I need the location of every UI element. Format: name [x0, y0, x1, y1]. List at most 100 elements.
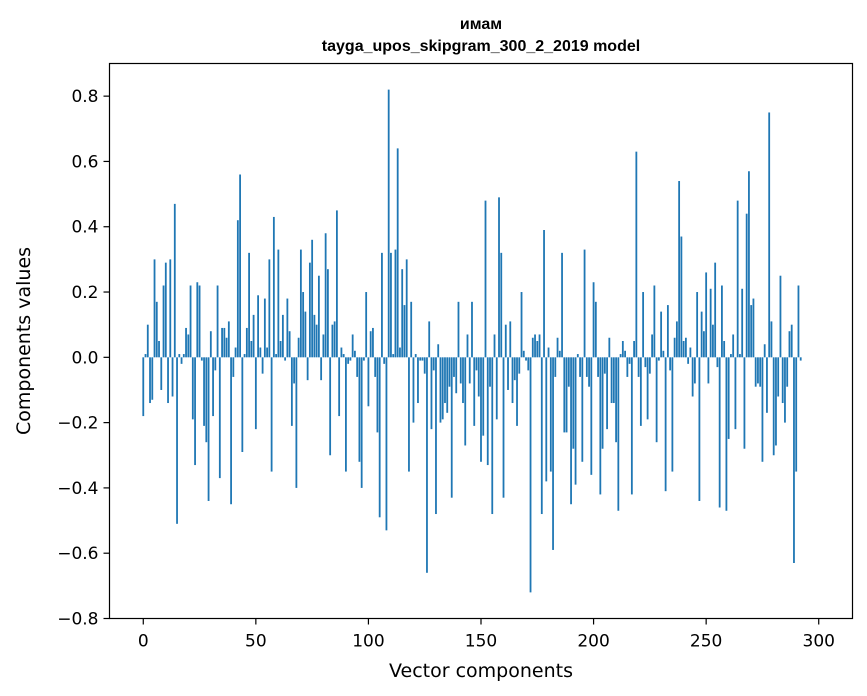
chart-subtitle: tayga_upos_skipgram_300_2_2019 model — [322, 38, 640, 55]
bar — [518, 357, 521, 374]
bar — [543, 230, 545, 358]
x-tick-label: 50 — [245, 632, 267, 652]
bar — [356, 357, 359, 377]
bar — [457, 301, 460, 358]
bar — [162, 285, 165, 358]
bar — [227, 321, 230, 358]
bar — [369, 331, 372, 358]
bar — [648, 357, 651, 374]
bar — [549, 357, 552, 472]
bar — [637, 357, 640, 377]
bar — [270, 357, 273, 472]
bar — [191, 357, 194, 420]
bar — [399, 347, 401, 358]
y-tick-label: −0.4 — [57, 479, 98, 499]
bar — [651, 334, 654, 358]
bar — [633, 341, 635, 358]
x-tick-label: 0 — [138, 632, 149, 652]
bar — [412, 357, 415, 423]
bar — [207, 357, 210, 501]
bar — [349, 357, 352, 361]
x-tick-label: 100 — [352, 632, 384, 652]
bar — [768, 112, 771, 358]
bar — [441, 357, 444, 420]
bar — [333, 321, 336, 358]
bar — [684, 337, 687, 358]
bar — [770, 321, 773, 358]
bar — [308, 262, 311, 358]
bar — [660, 311, 663, 358]
bar — [703, 331, 705, 358]
bar — [405, 259, 408, 358]
bar — [144, 354, 147, 358]
bar — [725, 357, 728, 511]
bar — [520, 292, 523, 358]
bar — [257, 295, 259, 358]
bar — [336, 210, 338, 358]
bar — [797, 285, 800, 358]
y-tick-label: −0.6 — [57, 544, 98, 564]
bar — [275, 354, 278, 358]
bar — [491, 357, 494, 515]
bar — [563, 357, 566, 433]
bar — [331, 324, 334, 358]
bar — [187, 334, 190, 358]
bar — [142, 357, 145, 417]
bar — [653, 285, 656, 358]
bar — [781, 357, 784, 404]
bar — [588, 357, 590, 387]
bar — [484, 200, 487, 358]
bar — [248, 252, 250, 358]
bar — [410, 301, 413, 358]
bar — [480, 357, 482, 462]
bar — [459, 357, 462, 384]
bar — [234, 347, 237, 358]
bar — [709, 288, 712, 358]
x-axis-label: Vector components — [389, 660, 573, 682]
bar — [205, 357, 208, 443]
bar — [644, 357, 647, 368]
bar — [666, 305, 669, 358]
bar — [608, 337, 611, 358]
bar — [723, 341, 726, 358]
bar — [793, 357, 795, 563]
bar — [572, 357, 575, 449]
bar — [299, 249, 302, 358]
bar — [671, 357, 674, 472]
bar — [250, 341, 253, 358]
bar — [721, 285, 723, 358]
bar — [221, 327, 223, 358]
bar — [642, 292, 645, 358]
bar — [712, 324, 714, 358]
bar — [387, 89, 390, 358]
bar — [772, 357, 775, 456]
bar — [245, 327, 248, 358]
bar — [617, 357, 620, 511]
bar — [761, 357, 764, 462]
bar — [590, 357, 593, 475]
bar — [664, 357, 667, 492]
bar — [545, 357, 548, 482]
bar — [417, 357, 419, 404]
bar — [223, 327, 226, 358]
bar — [759, 357, 762, 387]
bar — [473, 357, 476, 426]
bar — [374, 357, 377, 377]
bar — [471, 301, 473, 358]
bar — [304, 311, 307, 358]
bar — [372, 327, 374, 358]
bar — [408, 357, 410, 472]
y-axis-ticks: −0.8 −0.6 −0.4 −0.2 0.0 0.2 0.4 0.6 0.8 — [57, 87, 110, 630]
bar — [531, 337, 534, 358]
bar — [185, 327, 187, 358]
bar — [297, 337, 300, 358]
bar — [486, 357, 489, 466]
bar — [151, 357, 154, 400]
bar — [784, 357, 786, 423]
bar — [527, 357, 530, 371]
bar — [511, 357, 514, 404]
bar — [293, 357, 296, 384]
bar — [693, 357, 696, 384]
bar — [691, 357, 694, 397]
bar — [540, 357, 543, 515]
